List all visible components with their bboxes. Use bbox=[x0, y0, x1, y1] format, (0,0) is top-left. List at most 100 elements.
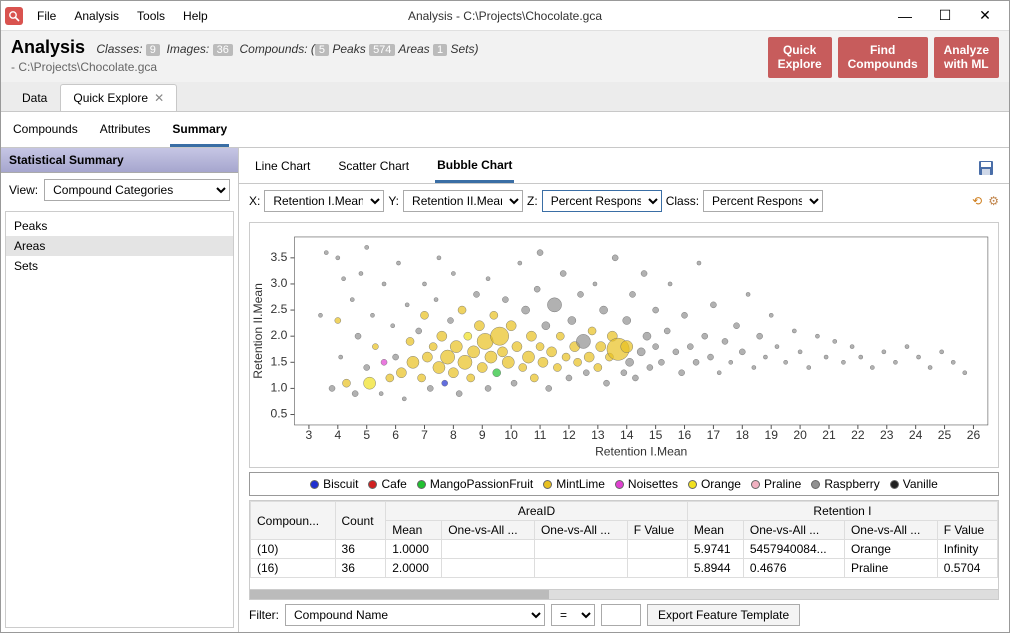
x-label: X: bbox=[249, 194, 260, 208]
legend-item[interactable]: Cafe bbox=[368, 477, 406, 491]
class-label: Class: bbox=[666, 194, 699, 208]
header: Analysis Classes: 9 Images: 36 Compounds… bbox=[1, 31, 1009, 82]
svg-text:2.0: 2.0 bbox=[271, 328, 288, 342]
svg-text:22: 22 bbox=[851, 428, 865, 442]
bubble-chart[interactable]: 3456789101112131415161718192021222324252… bbox=[249, 222, 999, 468]
subtab-attributes[interactable]: Attributes bbox=[98, 116, 153, 147]
svg-text:Retention I.Mean: Retention I.Mean bbox=[595, 444, 687, 458]
export-template-button[interactable]: Export Feature Template bbox=[647, 604, 800, 626]
stats: Classes: 9 Images: 36 Compounds: (5 Peak… bbox=[96, 42, 478, 56]
maximize-button[interactable]: ☐ bbox=[925, 2, 965, 30]
chart-legend: Biscuit Cafe MangoPassionFruit MintLime Nois… bbox=[249, 472, 999, 496]
svg-text:11: 11 bbox=[534, 428, 547, 442]
save-icon[interactable] bbox=[977, 159, 995, 177]
minimize-button[interactable]: — bbox=[885, 2, 925, 30]
tab-data[interactable]: Data bbox=[9, 84, 60, 111]
legend-item[interactable]: Praline bbox=[751, 477, 801, 491]
legend-item[interactable]: MangoPassionFruit bbox=[417, 477, 533, 491]
svg-text:1.5: 1.5 bbox=[271, 354, 288, 368]
section-header: Statistical Summary bbox=[1, 148, 238, 173]
svg-text:4: 4 bbox=[334, 428, 341, 442]
svg-text:24: 24 bbox=[909, 428, 923, 442]
table-row[interactable]: (10)361.00005.97415457940084...OrangeInf… bbox=[251, 540, 998, 559]
data-grid[interactable]: Compoun...CountAreaIDRetention IMeanOne-… bbox=[249, 500, 999, 590]
category-list: Peaks Areas Sets bbox=[5, 211, 234, 628]
filter-row: Filter: Compound Name = Export Feature T… bbox=[239, 600, 1009, 632]
svg-text:0.5: 0.5 bbox=[271, 406, 288, 420]
menu-help[interactable]: Help bbox=[175, 5, 216, 27]
svg-text:3.0: 3.0 bbox=[271, 276, 288, 290]
svg-text:15: 15 bbox=[649, 428, 663, 442]
subtab-summary[interactable]: Summary bbox=[170, 116, 229, 147]
analyze-ml-button[interactable]: Analyze with ML bbox=[934, 37, 999, 78]
menu-analysis[interactable]: Analysis bbox=[66, 5, 127, 27]
main-tabs: Data Quick Explore✕ bbox=[1, 82, 1009, 112]
svg-text:1.0: 1.0 bbox=[271, 380, 288, 394]
svg-text:16: 16 bbox=[678, 428, 692, 442]
tab-quick-explore[interactable]: Quick Explore✕ bbox=[60, 84, 177, 111]
svg-text:23: 23 bbox=[880, 428, 894, 442]
legend-item[interactable]: Noisettes bbox=[615, 477, 678, 491]
close-icon[interactable]: ✕ bbox=[154, 91, 164, 105]
left-panel: Statistical Summary View: Compound Categ… bbox=[1, 148, 239, 632]
tab-bubble-chart[interactable]: Bubble Chart bbox=[435, 154, 514, 183]
svg-text:5: 5 bbox=[363, 428, 370, 442]
svg-text:21: 21 bbox=[822, 428, 836, 442]
menu-tools[interactable]: Tools bbox=[129, 5, 173, 27]
view-select[interactable]: Compound Categories bbox=[44, 179, 230, 201]
tab-line-chart[interactable]: Line Chart bbox=[253, 155, 312, 181]
class-select[interactable]: Percent Respons... bbox=[703, 190, 823, 212]
view-label: View: bbox=[9, 183, 38, 197]
svg-text:19: 19 bbox=[764, 428, 778, 442]
find-compounds-button[interactable]: Find Compounds bbox=[838, 37, 928, 78]
list-item-sets[interactable]: Sets bbox=[6, 256, 233, 276]
right-panel: Line Chart Scatter Chart Bubble Chart X:… bbox=[239, 148, 1009, 632]
menu-bar: File Analysis Tools Help bbox=[29, 5, 216, 27]
z-select[interactable]: Percent Respons... bbox=[542, 190, 662, 212]
svg-text:14: 14 bbox=[620, 428, 634, 442]
filter-op-select[interactable]: = bbox=[551, 604, 595, 626]
table-row[interactable]: (16)362.00005.89440.4676Praline0.5704 bbox=[251, 559, 998, 578]
horizontal-scrollbar[interactable] bbox=[249, 590, 999, 600]
chart-tabs: Line Chart Scatter Chart Bubble Chart bbox=[239, 148, 1009, 184]
y-select[interactable]: Retention II.Mean bbox=[403, 190, 523, 212]
filter-value-input[interactable] bbox=[601, 604, 641, 626]
filter-label: Filter: bbox=[249, 608, 279, 622]
list-item-peaks[interactable]: Peaks bbox=[6, 216, 233, 236]
svg-text:3.5: 3.5 bbox=[271, 250, 288, 264]
titlebar: File Analysis Tools Help Analysis - C:\P… bbox=[1, 1, 1009, 31]
legend-item[interactable]: Orange bbox=[688, 477, 741, 491]
svg-text:26: 26 bbox=[967, 428, 981, 442]
svg-text:13: 13 bbox=[591, 428, 605, 442]
filter-field-select[interactable]: Compound Name bbox=[285, 604, 545, 626]
x-select[interactable]: Retention I.Mean bbox=[264, 190, 384, 212]
file-path: - C:\Projects\Chocolate.gca bbox=[11, 60, 768, 74]
legend-item[interactable]: MintLime bbox=[543, 477, 605, 491]
app-icon bbox=[5, 7, 23, 25]
svg-text:3: 3 bbox=[306, 428, 313, 442]
page-title: Analysis bbox=[11, 37, 85, 58]
tab-scatter-chart[interactable]: Scatter Chart bbox=[336, 155, 411, 181]
svg-text:17: 17 bbox=[707, 428, 721, 442]
gear-icon[interactable]: ⚙ bbox=[988, 194, 999, 208]
menu-file[interactable]: File bbox=[29, 5, 64, 27]
svg-text:20: 20 bbox=[793, 428, 807, 442]
svg-text:Retention II.Mean: Retention II.Mean bbox=[251, 283, 265, 379]
axis-controls: X: Retention I.Mean Y: Retention II.Mean… bbox=[239, 184, 1009, 218]
svg-text:25: 25 bbox=[938, 428, 952, 442]
quick-explore-button[interactable]: Quick Explore bbox=[768, 37, 832, 78]
close-button[interactable]: ✕ bbox=[965, 2, 1005, 30]
svg-text:9: 9 bbox=[479, 428, 486, 442]
svg-text:10: 10 bbox=[504, 428, 518, 442]
chart-svg: 3456789101112131415161718192021222324252… bbox=[250, 223, 998, 467]
legend-item[interactable]: Raspberry bbox=[811, 477, 879, 491]
subtab-compounds[interactable]: Compounds bbox=[11, 116, 80, 147]
y-label: Y: bbox=[388, 194, 399, 208]
svg-text:2.5: 2.5 bbox=[271, 302, 288, 316]
list-item-areas[interactable]: Areas bbox=[6, 236, 233, 256]
legend-item[interactable]: Biscuit bbox=[310, 477, 358, 491]
sub-tabs: Compounds Attributes Summary bbox=[1, 112, 1009, 148]
legend-item[interactable]: Vanille bbox=[890, 477, 938, 491]
refresh-icon[interactable]: ⟲ bbox=[972, 194, 982, 208]
svg-text:6: 6 bbox=[392, 428, 399, 442]
